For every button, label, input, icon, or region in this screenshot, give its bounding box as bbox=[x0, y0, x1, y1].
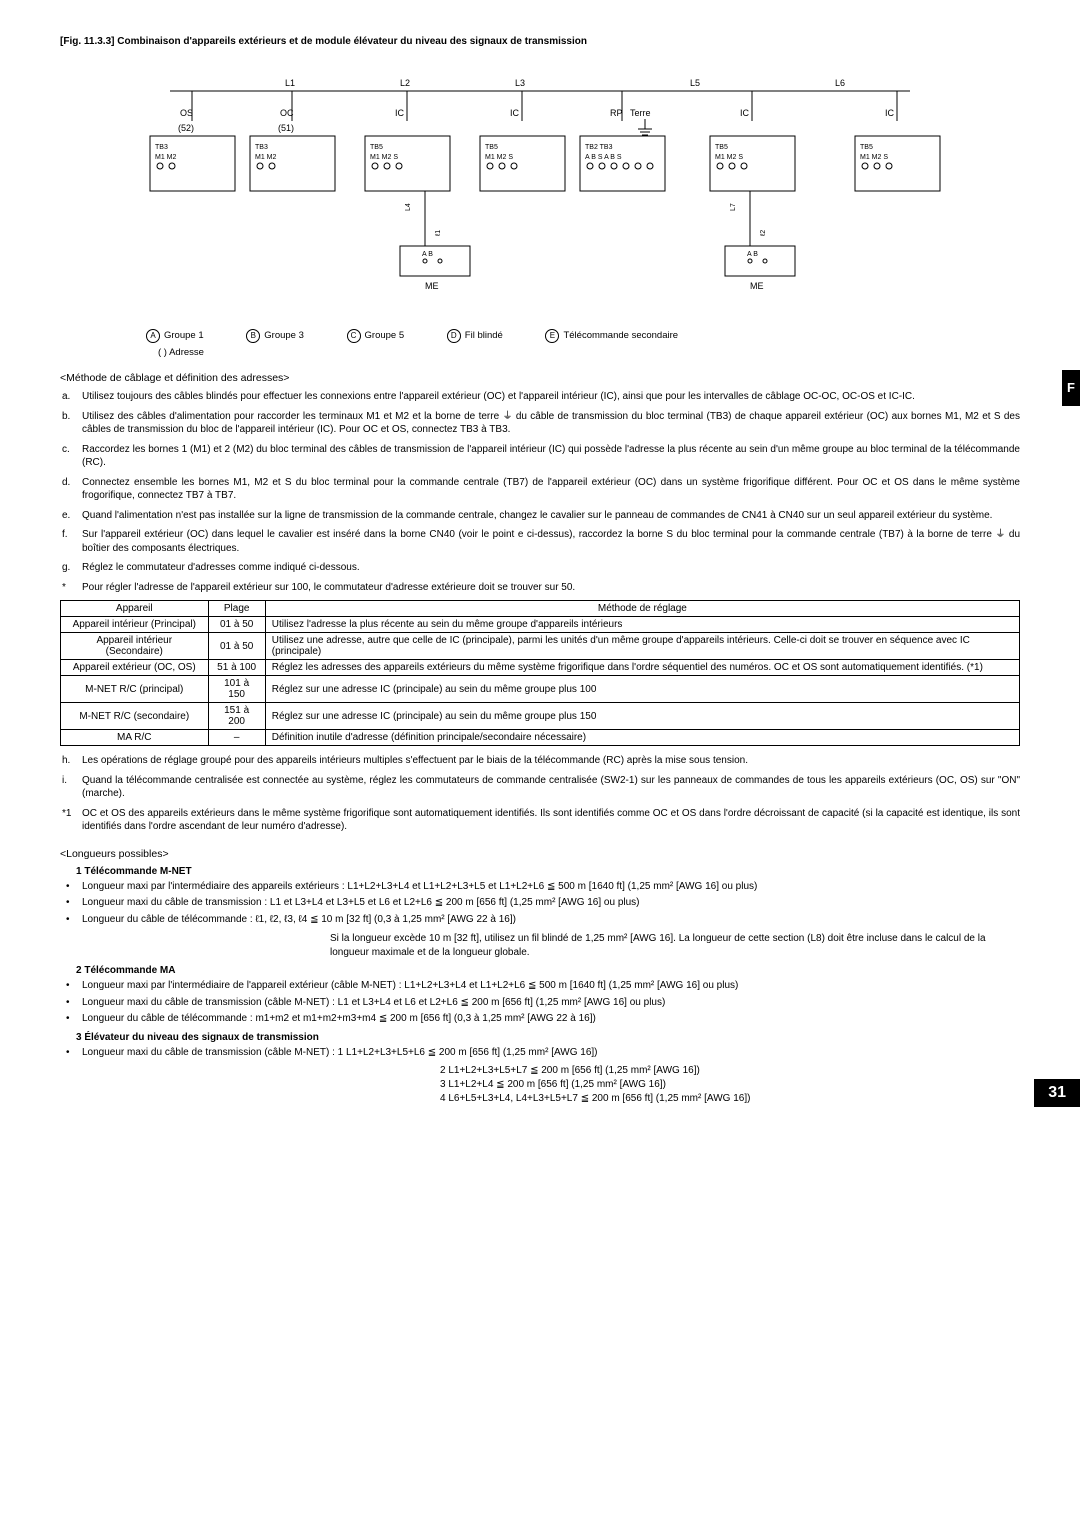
svg-text:M1 M2: M1 M2 bbox=[155, 154, 177, 161]
legend-row: AGroupe 1 BGroupe 3 CGroupe 5 DFil blind… bbox=[146, 329, 1020, 343]
ma-title: 2 Télécommande MA bbox=[60, 965, 1020, 976]
svg-text:TB3: TB3 bbox=[255, 144, 268, 151]
svg-text:A B S A B S: A B S A B S bbox=[585, 154, 622, 161]
mnet-list: Longueur maxi par l'intermédiaire des ap… bbox=[60, 880, 1020, 927]
svg-text:L2: L2 bbox=[400, 78, 410, 88]
figure-title: [Fig. 11.3.3] Combinaison d'appareils ex… bbox=[60, 36, 1020, 47]
svg-text:TB2 TB3: TB2 TB3 bbox=[585, 144, 613, 151]
svg-text:IC: IC bbox=[510, 108, 520, 118]
elev-lead: Longueur maxi du câble de transmission (… bbox=[60, 1046, 1020, 1060]
svg-text:ℓ2: ℓ2 bbox=[760, 230, 767, 237]
svg-text:TB5: TB5 bbox=[370, 144, 383, 151]
address-table: AppareilPlageMéthode de réglage Appareil… bbox=[60, 600, 1020, 746]
svg-text:Terre: Terre bbox=[630, 108, 651, 118]
svg-text:L6: L6 bbox=[835, 78, 845, 88]
side-tab: F bbox=[1062, 370, 1080, 406]
method-title: <Méthode de câblage et définition des ad… bbox=[60, 372, 1020, 384]
svg-text:ME: ME bbox=[425, 281, 439, 291]
svg-text:TB5: TB5 bbox=[860, 144, 873, 151]
lengths-title: <Longueurs possibles> bbox=[60, 848, 1020, 860]
svg-text:L5: L5 bbox=[690, 78, 700, 88]
svg-text:TB3: TB3 bbox=[155, 144, 168, 151]
legend-adresse: ( ) Adresse bbox=[158, 347, 1020, 358]
svg-text:TB5: TB5 bbox=[485, 144, 498, 151]
mnet-title: 1 Télécommande M-NET bbox=[60, 866, 1020, 877]
svg-text:M1 M2 S: M1 M2 S bbox=[485, 154, 513, 161]
svg-text:IC: IC bbox=[885, 108, 895, 118]
svg-text:OC: OC bbox=[280, 108, 294, 118]
mnet-note: Si la longueur excède 10 m [32 ft], util… bbox=[330, 932, 1020, 959]
svg-text:(51): (51) bbox=[278, 123, 294, 133]
svg-text:M1 M2 S: M1 M2 S bbox=[860, 154, 888, 161]
page-number: 31 bbox=[1034, 1079, 1080, 1107]
elev-title: 3 Élévateur du niveau des signaux de tra… bbox=[60, 1032, 1020, 1043]
svg-text:M1 M2 S: M1 M2 S bbox=[370, 154, 398, 161]
svg-text:(52): (52) bbox=[178, 123, 194, 133]
method-list: a.Utilisez toujours des câbles blindés p… bbox=[60, 390, 1020, 594]
svg-text:IC: IC bbox=[740, 108, 750, 118]
svg-text:ℓ1: ℓ1 bbox=[435, 230, 442, 237]
svg-text:A B: A B bbox=[747, 251, 758, 258]
svg-text:L3: L3 bbox=[515, 78, 525, 88]
svg-text:IC: IC bbox=[395, 108, 405, 118]
wiring-diagram: .bx{fill:#fff;stroke:#000;stroke-width:1… bbox=[110, 61, 970, 321]
svg-text:RP: RP bbox=[610, 108, 623, 118]
method-list-2: h.Les opérations de réglage groupé pour … bbox=[60, 754, 1020, 834]
svg-text:ME: ME bbox=[750, 281, 764, 291]
svg-text:OS: OS bbox=[180, 108, 193, 118]
svg-text:L7: L7 bbox=[730, 203, 737, 211]
svg-text:M1 M2: M1 M2 bbox=[255, 154, 277, 161]
svg-text:M1 M2 S: M1 M2 S bbox=[715, 154, 743, 161]
svg-text:A B: A B bbox=[422, 251, 433, 258]
svg-text:TB5: TB5 bbox=[715, 144, 728, 151]
ma-list: Longueur maxi par l'intermédiaire de l'a… bbox=[60, 979, 1020, 1026]
svg-text:L1: L1 bbox=[285, 78, 295, 88]
svg-text:L4: L4 bbox=[405, 203, 412, 211]
